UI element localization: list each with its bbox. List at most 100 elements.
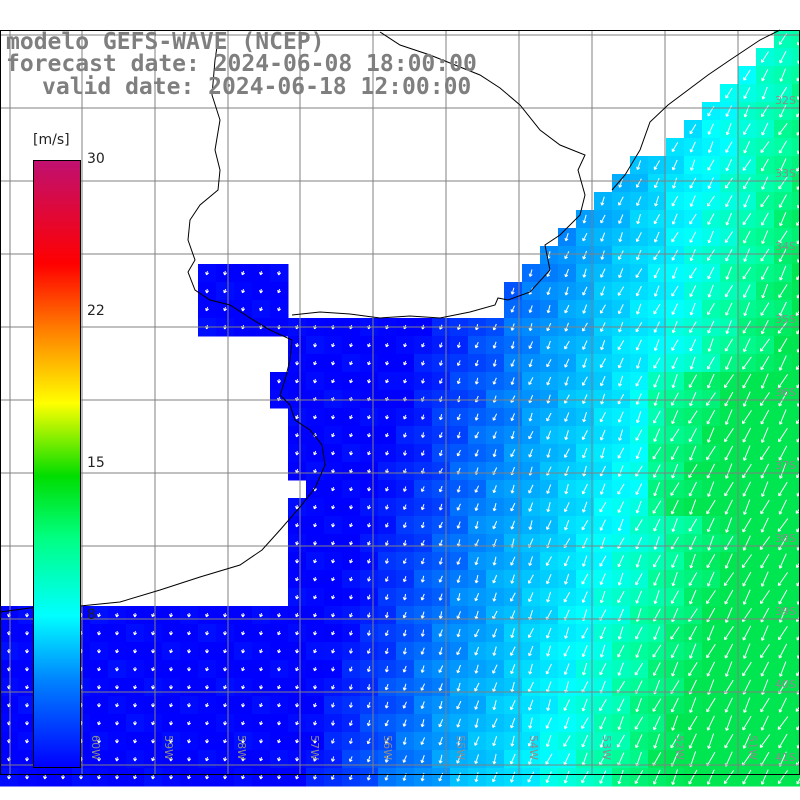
wind-arrow: [742, 661, 752, 677]
wind-arrow: [223, 288, 228, 294]
wind-arrow: [295, 360, 300, 366]
wind-arrow: [671, 249, 679, 261]
wind-arrow: [599, 626, 606, 640]
wind-arrow: [617, 519, 624, 532]
wind-arrow: [617, 357, 624, 369]
wind-arrow: [439, 378, 443, 384]
wind-arrow: [528, 592, 534, 603]
wind-arrow: [295, 558, 300, 564]
wind-arrow: [420, 647, 425, 655]
wind-arrow: [582, 250, 588, 260]
wind-arrow: [313, 504, 318, 510]
longitude-label: 58W: [235, 735, 248, 760]
wind-arrow: [564, 251, 570, 260]
latitude-label: 39S: [775, 605, 796, 618]
wind-arrow: [618, 214, 624, 224]
wind-arrow: [723, 770, 735, 785]
wind-arrow: [348, 756, 353, 763]
wind-arrow: [617, 572, 624, 586]
wind-arrow: [330, 756, 335, 762]
wind-arrow: [331, 612, 336, 618]
wind-arrow: [707, 177, 714, 190]
wind-arrow: [456, 378, 461, 385]
wind-arrow: [241, 666, 245, 672]
wind-arrow: [742, 410, 752, 425]
wind-arrow: [402, 665, 407, 673]
wind-arrow: [618, 196, 624, 206]
wind-arrow: [760, 517, 769, 533]
wind-arrow: [313, 648, 317, 654]
wind-arrow: [742, 373, 752, 389]
wind-arrow: [528, 341, 534, 350]
wind-arrow: [689, 553, 696, 569]
wind-arrow: [438, 432, 443, 439]
wind-arrow: [795, 309, 800, 316]
wind-arrow: [546, 699, 551, 711]
wind-arrow: [7, 774, 12, 780]
wind-arrow: [421, 378, 425, 384]
wind-arrow: [492, 431, 497, 439]
wind-arrow: [313, 756, 317, 762]
wind-arrow: [438, 593, 443, 601]
wind-arrow: [778, 140, 788, 154]
wind-arrow: [295, 378, 300, 384]
wind-arrow: [635, 232, 642, 243]
wind-arrow: [581, 627, 589, 639]
wind-arrow: [421, 342, 425, 348]
wind-arrow: [456, 647, 462, 656]
wind-arrow: [724, 481, 734, 497]
wind-arrow: [617, 286, 625, 296]
wind-arrow: [169, 756, 174, 762]
wind-arrow: [97, 612, 102, 618]
wind-arrow: [492, 485, 497, 494]
wind-arrow: [600, 232, 606, 242]
wind-arrow: [743, 230, 751, 244]
wind-arrow: [78, 775, 84, 780]
wind-arrow: [367, 522, 372, 528]
wind-arrow: [259, 306, 264, 312]
wind-arrow: [240, 612, 245, 618]
wind-arrow: [223, 612, 228, 618]
wind-arrow: [510, 646, 516, 656]
wind-arrow: [367, 342, 371, 348]
wind-arrow: [25, 684, 30, 690]
wind-arrow: [205, 756, 210, 762]
wind-arrow: [707, 266, 715, 280]
wind-arrow: [97, 684, 102, 690]
wind-arrow: [474, 664, 479, 674]
wind-arrow: [671, 339, 679, 351]
wind-arrow: [688, 481, 697, 497]
wind-arrow: [115, 612, 120, 618]
wind-arrow: [760, 302, 770, 316]
wind-arrow: [600, 393, 606, 405]
wind-arrow: [510, 520, 515, 530]
wind-arrow: [474, 431, 480, 439]
wind-arrow: [259, 756, 264, 762]
wind-arrow: [743, 104, 750, 118]
wind-arrow: [295, 504, 300, 510]
wind-arrow: [725, 356, 733, 370]
wind-arrow: [778, 86, 788, 100]
wind-arrow: [581, 519, 589, 531]
wind-arrow: [367, 612, 371, 618]
wind-arrow: [670, 482, 680, 496]
wind-arrow: [778, 733, 788, 749]
wind-arrow: [617, 465, 624, 477]
wind-arrow: [420, 611, 425, 619]
wind-arrow: [761, 51, 769, 63]
wind-arrow: [564, 286, 569, 296]
wind-arrow: [689, 285, 697, 298]
wind-arrow: [132, 720, 138, 726]
wind-arrow: [528, 430, 534, 440]
wind-arrow: [688, 518, 698, 532]
colorbar-tick-30: 30: [87, 151, 105, 167]
speed-cell: [792, 552, 800, 571]
wind-arrow: [653, 357, 661, 369]
wind-arrow: [707, 733, 715, 749]
wind-arrow: [241, 648, 246, 654]
wind-arrow: [564, 627, 570, 639]
wind-arrow: [223, 648, 228, 654]
wind-arrow: [492, 664, 498, 674]
wind-arrow: [564, 232, 569, 242]
